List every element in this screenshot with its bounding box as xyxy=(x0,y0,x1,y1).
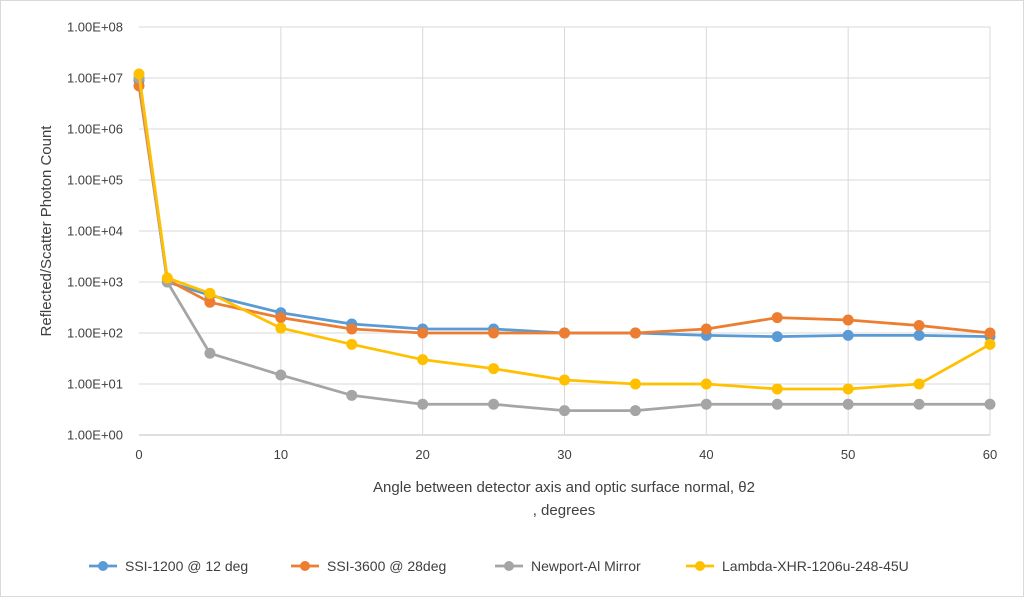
data-point xyxy=(913,398,925,410)
x-tick-label: 40 xyxy=(699,447,713,462)
data-point xyxy=(346,338,358,350)
data-point xyxy=(133,68,145,80)
y-tick-label: 1.00E+07 xyxy=(67,71,123,86)
data-point xyxy=(771,383,783,395)
legend-item: SSI-3600 @ 28deg xyxy=(291,558,446,574)
x-tick-labels: 0 10 20 30 40 50 60 xyxy=(135,447,997,462)
series-lambda-xhr-1206u-248-45u xyxy=(133,68,996,395)
y-axis-title: Reflected/Scatter Photon Count xyxy=(38,125,55,337)
legend-label: Lambda-XHR-1206u-248-45U xyxy=(722,558,909,574)
data-point xyxy=(629,327,641,339)
legend-label: SSI-3600 @ 28deg xyxy=(327,558,446,574)
data-point xyxy=(346,389,358,401)
legend-item: Newport-Al Mirror xyxy=(495,558,641,574)
data-point xyxy=(842,398,854,410)
y-tick-label: 1.00E+03 xyxy=(67,275,123,290)
data-point xyxy=(488,327,500,339)
data-point xyxy=(771,398,783,410)
data-point xyxy=(629,405,641,417)
series-ssi-3600-28deg xyxy=(133,80,996,339)
legend-label: Newport-Al Mirror xyxy=(531,558,641,574)
data-point xyxy=(559,374,570,386)
data-point xyxy=(700,378,712,390)
legend-swatch-marker xyxy=(504,561,514,571)
legend-label: SSI-1200 @ 12 deg xyxy=(125,558,248,574)
data-point xyxy=(417,354,429,366)
data-point xyxy=(275,369,287,381)
data-point xyxy=(488,363,500,375)
data-point xyxy=(559,405,570,417)
y-tick-label: 1.00E+01 xyxy=(67,377,123,392)
data-point xyxy=(629,378,641,390)
y-tick-label: 1.00E+06 xyxy=(67,122,123,137)
legend: SSI-1200 @ 12 deg SSI-3600 @ 28deg Newport… xyxy=(89,558,909,574)
legend-swatch-marker xyxy=(98,561,108,571)
data-point xyxy=(204,347,216,359)
gridlines xyxy=(139,26,991,436)
data-point xyxy=(161,272,173,284)
y-tick-label: 1.00E+08 xyxy=(67,20,123,35)
data-point xyxy=(700,323,712,335)
y-tick-label: 1.00E+05 xyxy=(67,173,123,188)
series-line xyxy=(137,77,990,413)
data-point xyxy=(913,320,925,332)
x-tick-label: 10 xyxy=(274,447,288,462)
x-tick-label: 50 xyxy=(841,447,855,462)
data-point xyxy=(771,312,783,324)
data-point xyxy=(771,331,783,343)
series-newport-al-mirror xyxy=(133,72,996,417)
x-tick-label: 20 xyxy=(415,447,429,462)
series-line xyxy=(137,73,991,391)
x-tick-label: 30 xyxy=(557,447,571,462)
data-point xyxy=(204,287,216,299)
data-point xyxy=(700,398,712,410)
data-point xyxy=(275,312,287,324)
x-tick-label: 0 xyxy=(135,447,142,462)
data-point xyxy=(275,322,287,334)
data-point xyxy=(984,338,996,350)
data-point xyxy=(842,383,854,395)
data-point xyxy=(913,329,925,341)
x-axis-title-line-2: , degrees xyxy=(533,502,596,519)
data-point xyxy=(417,398,429,410)
data-point xyxy=(913,378,925,390)
data-point xyxy=(842,314,854,326)
y-tick-label: 1.00E+04 xyxy=(67,224,123,239)
x-axis-title-line-1: Angle between detector axis and optic su… xyxy=(373,479,755,496)
data-point xyxy=(984,398,996,410)
data-point xyxy=(842,329,854,341)
series-line xyxy=(137,85,991,335)
legend-item: SSI-1200 @ 12 deg xyxy=(89,558,248,574)
data-point xyxy=(346,323,358,335)
legend-item: Lambda-XHR-1206u-248-45U xyxy=(686,558,909,574)
data-point xyxy=(417,327,429,339)
y-tick-label: 1.00E+00 xyxy=(67,428,123,443)
data-point xyxy=(984,327,996,339)
data-point xyxy=(559,327,570,339)
legend-swatch-marker xyxy=(695,561,705,571)
legend-swatch-marker xyxy=(300,561,310,571)
y-tick-label: 1.00E+02 xyxy=(67,326,123,341)
y-tick-labels: 1.00E+00 1.00E+01 1.00E+02 1.00E+03 1.00E+04… xyxy=(67,20,123,443)
x-tick-label: 60 xyxy=(983,447,997,462)
data-point xyxy=(488,398,500,410)
data-series xyxy=(133,68,996,417)
